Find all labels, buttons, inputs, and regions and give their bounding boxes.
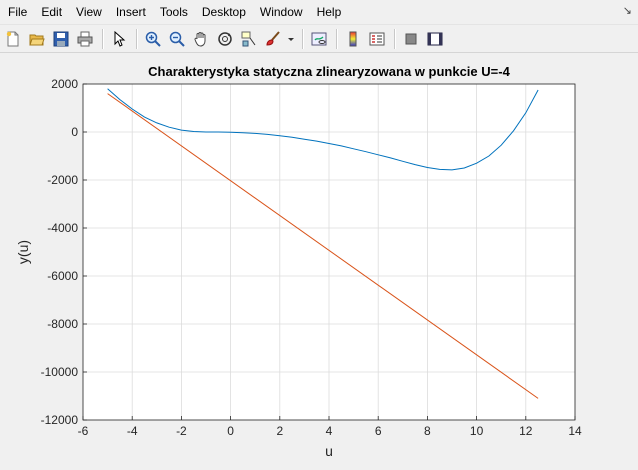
plot-svg[interactable]: -6 -4 -2 0 2 4 6 8 10 12 14 -12000 -10000 -8000 -6000 -… [0, 54, 638, 465]
zoom-out-icon[interactable] [166, 28, 188, 50]
show-plot-tools-icon[interactable] [424, 28, 446, 50]
menu-bar: File Edit View Insert Tools Desktop Wind… [0, 0, 638, 25]
series-line-linearized [107, 93, 539, 399]
menu-file[interactable]: File [8, 5, 28, 19]
x-tick-label: 10 [470, 424, 484, 438]
toolbar-separator [302, 28, 304, 49]
x-tick-label: -4 [127, 424, 138, 438]
x-tick-label: 4 [326, 424, 333, 438]
series-layer [107, 88, 539, 399]
y-tick-label: -2000 [47, 173, 78, 187]
x-tick-label: 8 [424, 424, 431, 438]
y-tick-label: 2000 [51, 77, 78, 91]
hide-plot-tools-icon[interactable] [400, 28, 422, 50]
open-file-icon[interactable] [26, 28, 48, 50]
y-tick-label: -10000 [41, 365, 79, 379]
x-tick-label: -6 [78, 424, 89, 438]
menu-tools[interactable]: Tools [159, 5, 188, 19]
x-tick-label: 0 [227, 424, 234, 438]
menu-help[interactable]: Help [316, 5, 342, 19]
x-tick-label: 14 [568, 424, 582, 438]
toolbar-separator [102, 28, 104, 49]
menu-view[interactable]: View [76, 5, 102, 19]
data-cursor-icon[interactable] [238, 28, 260, 50]
x-tick-label: 6 [375, 424, 382, 438]
menu-insert[interactable]: Insert [115, 5, 146, 19]
x-tick-label: 2 [276, 424, 283, 438]
save-icon[interactable] [50, 28, 72, 50]
toolbar-separator [136, 28, 138, 49]
rotate-3d-icon[interactable] [214, 28, 236, 50]
pan-hand-icon[interactable] [190, 28, 212, 50]
figure-canvas: -6 -4 -2 0 2 4 6 8 10 12 14 -12000 -10000 -8000 -6000 -… [0, 54, 638, 465]
menu-edit[interactable]: Edit [41, 5, 63, 19]
x-tick-label: -2 [176, 424, 187, 438]
brush-icon[interactable] [262, 28, 284, 50]
toolbar-separator [394, 28, 396, 49]
print-icon[interactable] [74, 28, 96, 50]
menu-desktop[interactable]: Desktop [201, 5, 246, 19]
ticks: -6 -4 -2 0 2 4 6 8 10 12 14 -12000 -10000 -8000 -6000 -… [41, 77, 582, 438]
select-arrow-icon[interactable] [108, 28, 130, 50]
new-figure-icon[interactable] [2, 28, 24, 50]
y-axis-label: y(u) [15, 240, 31, 264]
y-tick-label: -8000 [47, 317, 78, 331]
y-tick-label: -12000 [41, 413, 79, 427]
chart-title: Charakterystyka statyczna zlinearyzowana… [148, 64, 510, 79]
legend-icon[interactable] [366, 28, 388, 50]
toolbar-separator [336, 28, 338, 49]
series-line-nonlinear [107, 88, 539, 171]
y-tick-label: -4000 [47, 221, 78, 235]
x-tick-label: 12 [519, 424, 533, 438]
y-tick-label: -6000 [47, 269, 78, 283]
brush-dropdown-icon[interactable] [286, 28, 296, 50]
zoom-in-icon[interactable] [142, 28, 164, 50]
dock-arrow-icon[interactable]: ↘ [622, 5, 632, 17]
menu-window[interactable]: Window [259, 5, 303, 19]
link-plot-icon[interactable] [308, 28, 330, 50]
figure-toolbar [0, 25, 638, 53]
y-tick-label: 0 [71, 125, 78, 139]
x-axis-label: u [325, 443, 333, 459]
colorbar-icon[interactable] [342, 28, 364, 50]
